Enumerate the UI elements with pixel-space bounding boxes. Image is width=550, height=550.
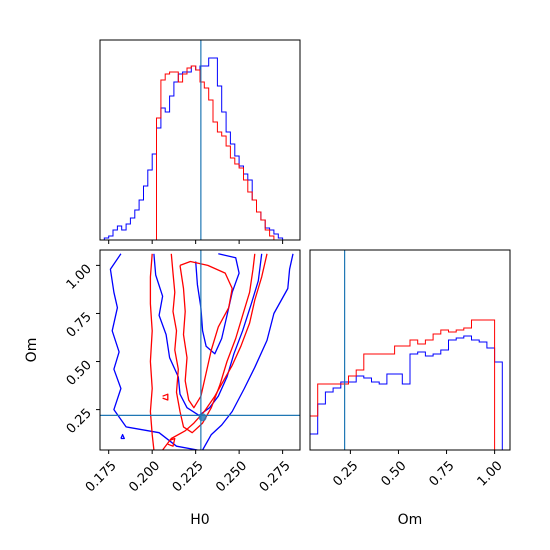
histogram-om-panel: 0.25 0.50 0.75 1.00 [309,249,511,490]
contour-0-line-4 [120,433,125,440]
h0-histogram-series-1 [100,65,300,241]
contour-1-line-0 [149,253,155,450]
h0-tick-label-2: 0.225 [170,458,207,495]
x-axis-label-h0: H0 [190,512,209,528]
h0-tick-label-3: 0.250 [213,458,250,495]
contour-1-line-4 [162,393,169,401]
contour-0-line-1 [202,253,294,450]
contour-0-line-3 [195,253,240,355]
truth-point-0 [198,413,207,422]
histogram-h0-panel [99,39,301,244]
contour-1-line-5 [167,437,176,447]
om-ytick-label-2: 0.75 [64,310,95,341]
x-axis-label-om: Om [398,512,423,528]
h0-histogram-frame [99,39,301,241]
contour-0-line-0 [109,253,198,450]
om-xtick-label-2: 0.75 [427,458,458,489]
h0-tick-label-0: 0.175 [83,458,120,495]
h0-tick-label-4: 0.275 [257,458,294,495]
h0-tick-label-1: 0.200 [126,458,163,495]
contour-group [109,253,294,450]
y-axis-label-om: Om [24,338,40,363]
om-histogram-series-1 [309,319,503,451]
contour-1-line-3 [179,260,233,409]
om-xtick-label-0: 0.25 [330,458,361,489]
om-histogram-series-0 [309,335,503,450]
om-ytick-label-1: 0.50 [64,358,95,389]
om-ytick-label-3: 1.00 [64,262,95,293]
contour-1-line-2 [170,253,256,434]
contour-1-line-1 [162,253,268,450]
h0-histogram-series-0 [100,57,300,241]
joint-frame [99,249,301,451]
joint-contour-panel: 0.175 0.200 0.225 0.250 0.275 0.25 0.50 0.75 1.0… [64,249,301,495]
om-ytick-label-0: 0.25 [64,406,95,437]
contour-0-line-2 [153,253,263,417]
om-histogram-frame [309,249,511,451]
om-xtick-label-1: 0.50 [378,458,409,489]
om-xtick-label-3: 1.00 [475,458,506,489]
